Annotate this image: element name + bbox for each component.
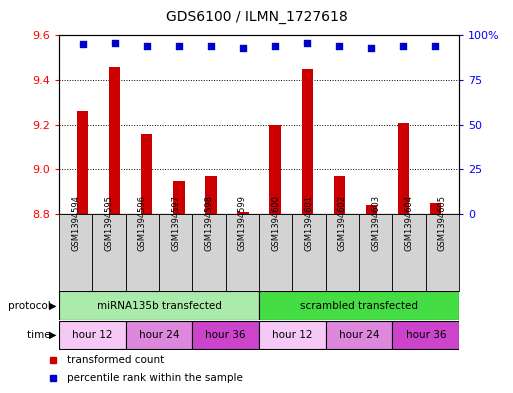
Bar [59,292,259,320]
Bar [326,214,359,291]
Bar [205,176,216,214]
Text: GSM1394600: GSM1394600 [271,195,280,251]
Text: GSM1394595: GSM1394595 [105,195,113,251]
Bar [192,214,226,291]
Bar [333,176,345,214]
Bar [430,203,441,214]
Point [207,43,215,49]
Text: miRNA135b transfected: miRNA135b transfected [96,301,222,310]
Bar [302,69,313,214]
Bar [366,205,377,214]
Bar [92,214,126,291]
Text: GSM1394597: GSM1394597 [171,195,180,251]
Point [367,45,376,51]
Text: time: time [27,330,54,340]
Bar [259,214,292,291]
Bar [109,67,121,214]
Point [335,43,343,49]
Point [239,45,247,51]
Text: GSM1394594: GSM1394594 [71,195,80,251]
Text: GSM1394605: GSM1394605 [438,195,447,251]
Text: ▶: ▶ [49,301,56,310]
Text: protocol: protocol [8,301,54,310]
Text: hour 36: hour 36 [406,330,446,340]
Bar [59,321,126,349]
Point [175,43,183,49]
Text: GDS6100 / ILMN_1727618: GDS6100 / ILMN_1727618 [166,10,347,24]
Bar [226,214,259,291]
Text: GSM1394604: GSM1394604 [405,195,413,251]
Point [111,39,119,46]
Text: GSM1394598: GSM1394598 [205,195,213,251]
Point [78,41,87,48]
Bar [59,214,92,291]
Text: hour 24: hour 24 [339,330,379,340]
Bar [259,292,459,320]
Text: scrambled transfected: scrambled transfected [300,301,418,310]
Text: percentile rank within the sample: percentile rank within the sample [67,373,243,383]
Bar [159,214,192,291]
Bar [398,123,409,214]
Bar [292,214,326,291]
Bar [392,214,426,291]
Bar [259,321,326,349]
Bar [173,181,185,214]
Text: hour 24: hour 24 [139,330,179,340]
Text: ▶: ▶ [49,330,56,340]
Bar [192,321,259,349]
Text: GSM1394599: GSM1394599 [238,195,247,251]
Bar [269,125,281,214]
Text: GSM1394603: GSM1394603 [371,195,380,251]
Bar [392,321,459,349]
Bar [77,111,88,214]
Bar [238,212,249,214]
Point [399,43,407,49]
Bar [359,214,392,291]
Text: hour 36: hour 36 [206,330,246,340]
Text: GSM1394596: GSM1394596 [138,195,147,251]
Bar [141,134,152,214]
Text: GSM1394602: GSM1394602 [338,195,347,251]
Text: hour 12: hour 12 [272,330,312,340]
Text: hour 12: hour 12 [72,330,112,340]
Point [303,39,311,46]
Text: GSM1394601: GSM1394601 [305,195,313,251]
Bar [126,321,192,349]
Bar [326,321,392,349]
Text: transformed count: transformed count [67,355,165,365]
Point [431,43,440,49]
Point [271,43,279,49]
Bar [126,214,159,291]
Point [143,43,151,49]
Bar [426,214,459,291]
